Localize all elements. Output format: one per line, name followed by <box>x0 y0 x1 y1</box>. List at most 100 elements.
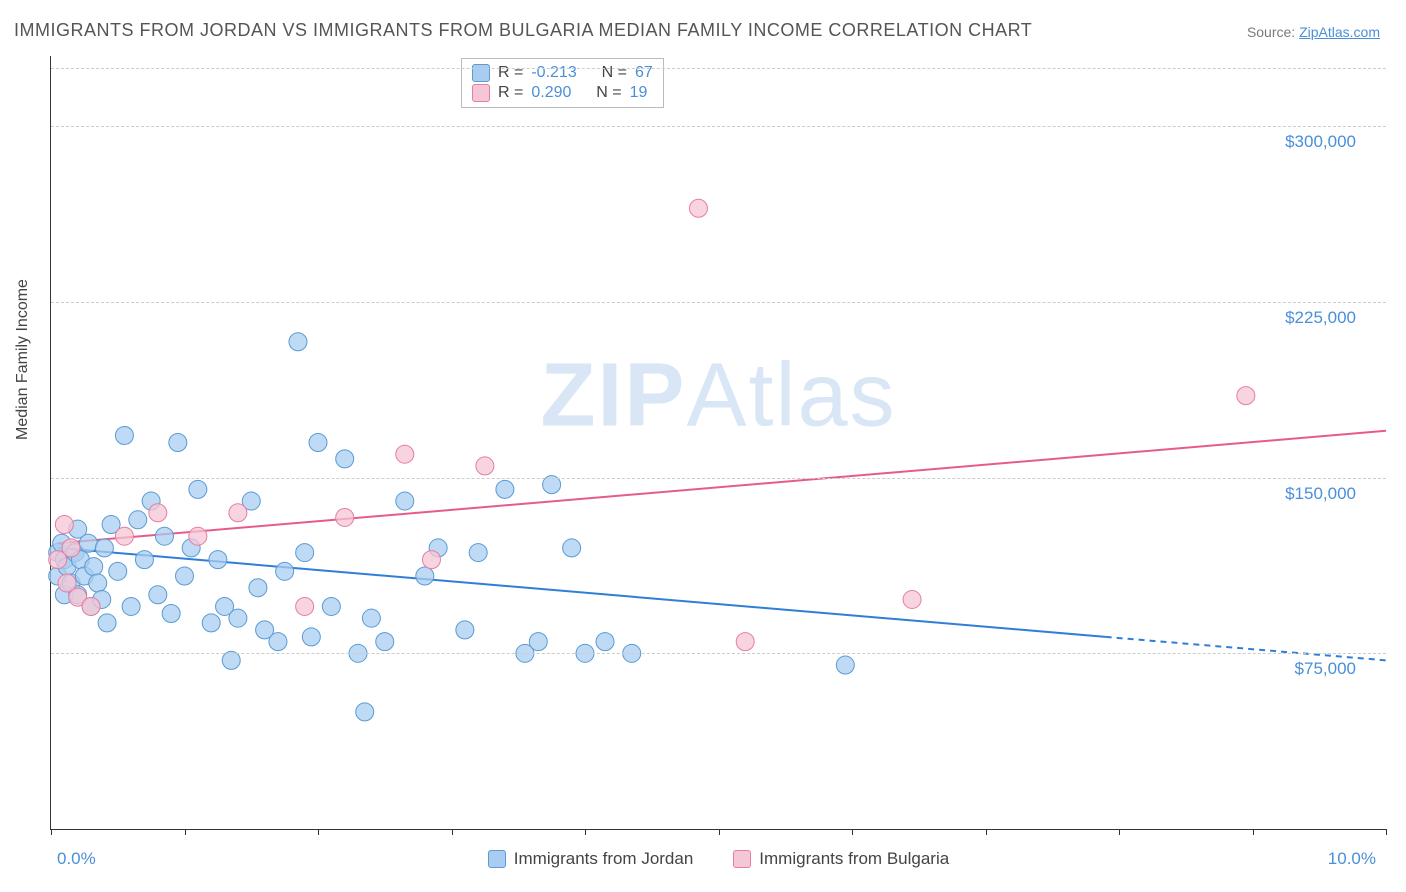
data-point[interactable] <box>162 604 180 622</box>
y-tick-label: $300,000 <box>1285 132 1356 152</box>
data-point[interactable] <box>416 567 434 585</box>
y-axis-label: Median Family Income <box>14 279 32 440</box>
source-link[interactable]: ZipAtlas.com <box>1299 24 1380 40</box>
x-tick <box>986 829 987 835</box>
data-point[interactable] <box>276 562 294 580</box>
legend-label-jordan: Immigrants from Jordan <box>514 849 694 869</box>
gridline <box>51 68 1386 69</box>
data-point[interactable] <box>135 551 153 569</box>
data-point[interactable] <box>296 597 314 615</box>
data-point[interactable] <box>149 504 167 522</box>
data-point[interactable] <box>736 633 754 651</box>
data-point[interactable] <box>115 426 133 444</box>
data-point[interactable] <box>476 457 494 475</box>
data-point[interactable] <box>396 492 414 510</box>
data-point[interactable] <box>189 480 207 498</box>
legend-label-bulgaria: Immigrants from Bulgaria <box>759 849 949 869</box>
data-point[interactable] <box>82 597 100 615</box>
data-point[interactable] <box>362 609 380 627</box>
gridline <box>51 478 1386 479</box>
data-point[interactable] <box>189 527 207 545</box>
data-point[interactable] <box>176 567 194 585</box>
data-point[interactable] <box>396 445 414 463</box>
data-point[interactable] <box>296 544 314 562</box>
chart-svg <box>51 56 1386 829</box>
data-point[interactable] <box>85 558 103 576</box>
data-point[interactable] <box>89 574 107 592</box>
data-point[interactable] <box>109 562 127 580</box>
chart-container: IMMIGRANTS FROM JORDAN VS IMMIGRANTS FRO… <box>0 0 1406 892</box>
trend-line-dashed <box>1106 637 1386 660</box>
n-label: N = <box>596 84 621 102</box>
data-point[interactable] <box>422 551 440 569</box>
data-point[interactable] <box>249 579 267 597</box>
n-label: N = <box>602 64 627 82</box>
y-tick-label: $75,000 <box>1295 659 1356 679</box>
source-label: Source: <box>1247 24 1299 40</box>
data-point[interactable] <box>95 539 113 557</box>
data-point[interactable] <box>596 633 614 651</box>
legend-correlation-box: R = -0.213 N = 67 R = 0.290 N = 19 <box>461 58 664 108</box>
data-point[interactable] <box>169 434 187 452</box>
data-point[interactable] <box>336 508 354 526</box>
swatch-bulgaria <box>472 84 490 102</box>
data-point[interactable] <box>563 539 581 557</box>
legend-row-jordan: R = -0.213 N = 67 <box>472 63 653 83</box>
data-point[interactable] <box>322 597 340 615</box>
x-tick <box>852 829 853 835</box>
gridline <box>51 302 1386 303</box>
data-point[interactable] <box>356 703 374 721</box>
r-label: R = <box>498 64 523 82</box>
swatch-bulgaria-icon <box>733 850 751 868</box>
data-point[interactable] <box>376 633 394 651</box>
data-point[interactable] <box>202 614 220 632</box>
data-point[interactable] <box>529 633 547 651</box>
data-point[interactable] <box>229 504 247 522</box>
n-value-bulgaria: 19 <box>630 84 648 102</box>
data-point[interactable] <box>149 586 167 604</box>
x-tick <box>452 829 453 835</box>
chart-title: IMMIGRANTS FROM JORDAN VS IMMIGRANTS FRO… <box>14 20 1032 41</box>
data-point[interactable] <box>469 544 487 562</box>
legend-item-bulgaria: Immigrants from Bulgaria <box>733 849 949 869</box>
data-point[interactable] <box>309 434 327 452</box>
data-point[interactable] <box>269 633 287 651</box>
legend-row-bulgaria: R = 0.290 N = 19 <box>472 83 653 103</box>
data-point[interactable] <box>456 621 474 639</box>
legend-series: Immigrants from Jordan Immigrants from B… <box>51 849 1386 869</box>
data-point[interactable] <box>98 614 116 632</box>
data-point[interactable] <box>1237 387 1255 405</box>
data-point[interactable] <box>302 628 320 646</box>
data-point[interactable] <box>55 515 73 533</box>
plot-area: ZIPAtlas R = -0.213 N = 67 R = 0.290 N =… <box>50 56 1386 830</box>
data-point[interactable] <box>229 609 247 627</box>
source-attribution: Source: ZipAtlas.com <box>1247 24 1380 40</box>
data-point[interactable] <box>689 199 707 217</box>
data-point[interactable] <box>836 656 854 674</box>
x-tick <box>1119 829 1120 835</box>
legend-item-jordan: Immigrants from Jordan <box>488 849 694 869</box>
data-point[interactable] <box>209 551 227 569</box>
y-tick-label: $225,000 <box>1285 308 1356 328</box>
x-tick <box>719 829 720 835</box>
data-point[interactable] <box>115 527 133 545</box>
y-tick-label: $150,000 <box>1285 484 1356 504</box>
trend-line <box>58 431 1386 543</box>
data-point[interactable] <box>903 590 921 608</box>
data-point[interactable] <box>79 534 97 552</box>
data-point[interactable] <box>289 333 307 351</box>
x-tick <box>51 829 52 835</box>
data-point[interactable] <box>336 450 354 468</box>
data-point[interactable] <box>122 597 140 615</box>
x-tick <box>318 829 319 835</box>
x-tick-label: 0.0% <box>57 849 96 869</box>
gridline <box>51 653 1386 654</box>
data-point[interactable] <box>62 539 80 557</box>
data-point[interactable] <box>496 480 514 498</box>
x-tick-label: 10.0% <box>1328 849 1376 869</box>
data-point[interactable] <box>129 511 147 529</box>
gridline <box>51 126 1386 127</box>
swatch-jordan-icon <box>488 850 506 868</box>
data-point[interactable] <box>155 527 173 545</box>
swatch-jordan <box>472 64 490 82</box>
